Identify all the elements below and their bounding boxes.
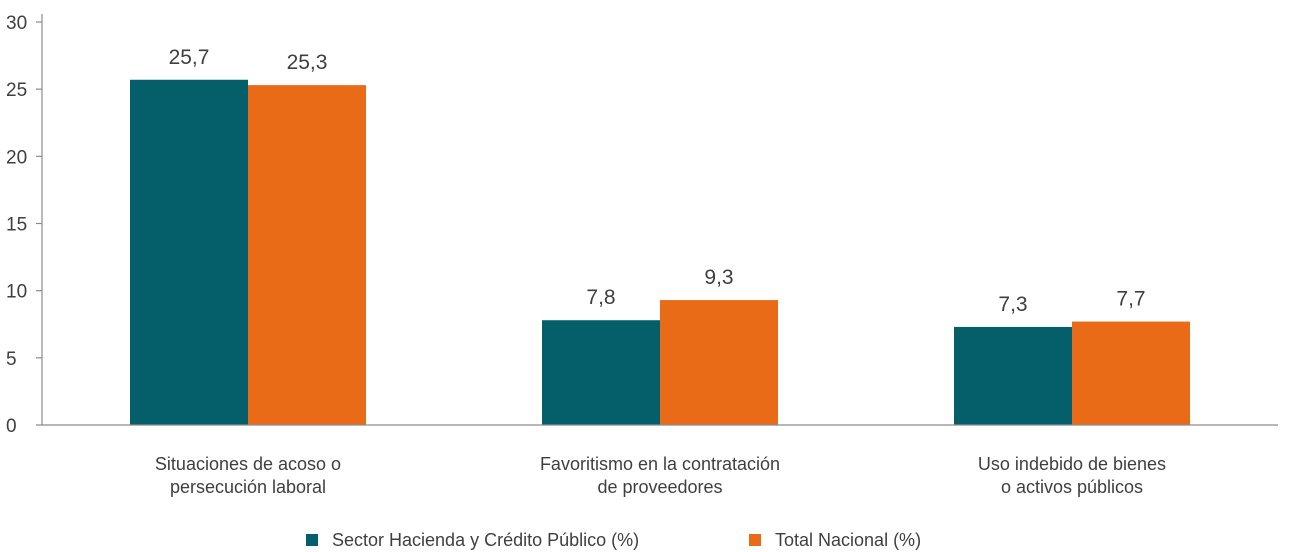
x-axis: Situaciones de acoso o persecución labora… bbox=[42, 424, 1278, 497]
legend-item: Total Nacional (%) bbox=[749, 530, 921, 550]
y-tick-label: 5 bbox=[6, 349, 17, 370]
data-label: 7,3 bbox=[998, 293, 1027, 316]
bar-group: 7,3 7,7 bbox=[954, 288, 1190, 425]
bar bbox=[660, 300, 778, 425]
legend-item: Sector Hacienda y Crédito Público (%) bbox=[306, 530, 639, 550]
y-tick-label: 10 bbox=[6, 282, 27, 303]
bar-group: 7,8 9,3 bbox=[542, 266, 778, 425]
x-tick-label: Uso indebido de bienes bbox=[978, 454, 1166, 474]
data-label: 25,3 bbox=[287, 51, 328, 74]
x-tick-label: persecución laboral bbox=[170, 477, 326, 497]
y-tick-label: 25 bbox=[6, 80, 27, 101]
bar bbox=[954, 326, 1072, 425]
y-tick-label: 15 bbox=[6, 215, 27, 236]
legend-label: Sector Hacienda y Crédito Público (%) bbox=[332, 530, 639, 550]
y-tick-label: 0 bbox=[6, 416, 17, 437]
bars: 25,7 25,3 7,8 9,3 7,3 7,7 bbox=[130, 46, 1190, 426]
data-label: 9,3 bbox=[704, 266, 733, 289]
bar bbox=[248, 85, 366, 426]
bar-group: 25,7 25,3 bbox=[130, 46, 366, 426]
x-tick-label: de proveedores bbox=[597, 477, 722, 497]
data-label: 7,7 bbox=[1116, 288, 1145, 311]
legend-label: Total Nacional (%) bbox=[775, 530, 921, 550]
bar bbox=[542, 320, 660, 425]
data-label: 7,8 bbox=[586, 286, 615, 309]
legend-swatch bbox=[306, 534, 318, 546]
y-axis: 0 5 10 15 20 25 30 bbox=[6, 13, 43, 437]
legend: Sector Hacienda y Crédito Público (%) Tot… bbox=[306, 530, 921, 550]
bar bbox=[130, 79, 248, 425]
x-tick-label: Favoritismo en la contratación bbox=[540, 454, 780, 474]
bar bbox=[1072, 321, 1190, 425]
data-label: 25,7 bbox=[169, 46, 210, 69]
y-tick-label: 20 bbox=[6, 147, 27, 168]
x-tick-label: Situaciones de acoso o bbox=[155, 454, 341, 474]
legend-swatch bbox=[749, 534, 761, 546]
y-tick-label: 30 bbox=[6, 13, 27, 34]
x-tick-label: o activos públicos bbox=[1001, 477, 1143, 497]
